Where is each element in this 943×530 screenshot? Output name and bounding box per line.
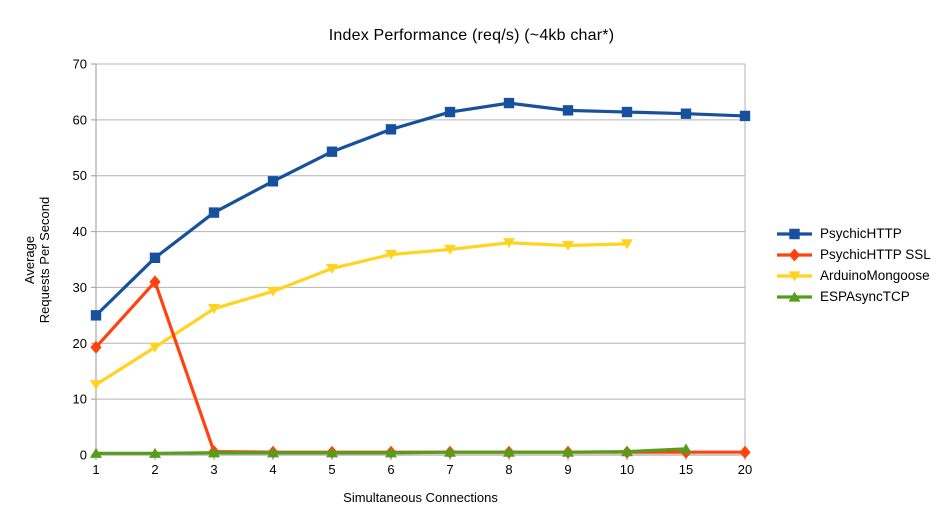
x-tick-label-7: 7 — [446, 462, 453, 477]
y-tick-label-30: 30 — [73, 280, 87, 295]
triangle-down-marker-arduinomongoose-x4 — [267, 286, 279, 297]
triangle-up-marker-espasynctcp-x10 — [621, 446, 633, 457]
legend-label-psychichttp-ssl: PsychicHTTP SSL — [820, 247, 931, 262]
x-tick-label-3: 3 — [210, 462, 217, 477]
diamond-marker-icon — [777, 248, 812, 261]
x-tick-label-8: 8 — [505, 462, 512, 477]
y-tick-label-20: 20 — [73, 336, 87, 351]
square-marker-psychichttp-x20 — [739, 110, 751, 122]
square-marker-psychichttp-x3 — [208, 207, 220, 218]
triangle-down-marker-arduinomongoose-x2 — [149, 342, 161, 353]
triangle-down-marker-arduinomongoose-x3 — [208, 304, 220, 315]
series-line-psychichttp — [94, 101, 746, 317]
legend-item-psychichttp: PsychicHTTP — [776, 223, 931, 244]
triangle-down-marker-arduinomongoose-x5 — [326, 263, 338, 274]
square-marker-psychichttp-x1 — [90, 310, 102, 321]
y-axis-title: Average Requests Per Second — [22, 197, 52, 323]
triangle-up-marker-icon — [777, 291, 812, 302]
square-marker-icon — [777, 228, 812, 239]
x-tick-label-5: 5 — [328, 462, 335, 477]
square-marker-psychichttp-x9 — [562, 105, 574, 116]
x-tick-label-2: 2 — [151, 462, 158, 477]
x-tick-label-4: 4 — [269, 462, 276, 477]
legend-label-espasynctcp: ESPAsyncTCP — [820, 289, 910, 304]
triangle-up-marker-espasynctcp-x15 — [680, 443, 692, 454]
series-line-psychichttp-ssl — [94, 280, 745, 454]
diamond-marker-psychichttp-ssl-x20 — [739, 445, 751, 459]
chart-legend: PsychicHTTP PsychicHTTP SSL ArduinoMongoos… — [776, 223, 931, 307]
y-tick-label-50: 50 — [73, 168, 87, 183]
triangle-up-marker-espasynctcp-x3 — [208, 447, 220, 458]
y-tick-label-70: 70 — [73, 57, 87, 72]
triangle-down-marker-icon — [777, 270, 812, 281]
square-marker-psychichttp-x8 — [503, 97, 515, 109]
legend-item-psychichttp-ssl: PsychicHTTP SSL — [776, 244, 931, 265]
series-line-arduinomongoose — [95, 241, 628, 386]
chart-title: Index Performance (req/s) (~4kb char*) — [328, 27, 615, 44]
square-marker-psychichttp-x10 — [621, 106, 633, 118]
triangle-up-marker-espasynctcp-x1 — [90, 447, 102, 458]
y-tick-label-10: 10 — [73, 392, 87, 407]
triangle-down-marker-arduinomongoose-x9 — [562, 240, 574, 251]
square-marker-psychichttp-x7 — [444, 106, 456, 118]
legend-item-arduinomongoose: ArduinoMongoose — [776, 265, 931, 286]
triangle-down-marker-arduinomongoose-x8 — [503, 238, 515, 249]
y-axis-title-line2: Requests Per Second — [37, 196, 52, 324]
triangle-up-marker-espasynctcp-x7 — [444, 446, 456, 457]
square-marker-psychichttp-x15 — [680, 108, 692, 119]
triangle-up-marker-espasynctcp-x2 — [149, 447, 161, 458]
triangle-up-marker-espasynctcp-x5 — [326, 447, 338, 458]
x-axis-title: Simultaneous Connections — [343, 490, 498, 505]
square-marker-psychichttp-x2 — [149, 252, 161, 264]
x-tick-label-20: 20 — [738, 462, 752, 477]
x-tick-label-6: 6 — [387, 462, 394, 477]
square-marker-psychichttp-x6 — [385, 124, 397, 135]
triangle-up-marker-espasynctcp-x6 — [385, 447, 397, 458]
diamond-marker-psychichttp-ssl-x1 — [90, 340, 102, 354]
square-marker-psychichttp-x5 — [326, 146, 338, 157]
legend-item-espasynctcp: ESPAsyncTCP — [776, 286, 931, 307]
legend-label-psychichttp: PsychicHTTP — [820, 226, 902, 241]
y-axis-title-line1: Average — [22, 235, 37, 285]
triangle-down-marker-arduinomongoose-x10 — [621, 239, 633, 250]
triangle-down-marker-arduinomongoose-x1 — [90, 380, 102, 391]
triangle-down-marker-arduinomongoose-x6 — [385, 249, 397, 260]
triangle-down-marker-arduinomongoose-x7 — [444, 244, 456, 255]
x-tick-label-1: 1 — [92, 462, 99, 477]
y-tick-label-0: 0 — [80, 448, 87, 463]
triangle-up-marker-espasynctcp-x4 — [267, 447, 279, 458]
legend-label-arduinomongoose: ArduinoMongoose — [820, 268, 930, 283]
square-marker-psychichttp-x4 — [267, 176, 279, 187]
triangle-up-marker-espasynctcp-x9 — [562, 446, 574, 457]
diamond-marker-psychichttp-ssl-x2 — [149, 275, 161, 289]
x-tick-label-15: 15 — [679, 462, 693, 477]
y-tick-label-60: 60 — [73, 112, 87, 127]
y-tick-label-40: 40 — [73, 224, 87, 239]
x-tick-label-10: 10 — [620, 462, 634, 477]
triangle-up-marker-espasynctcp-x8 — [503, 446, 515, 457]
x-tick-label-9: 9 — [564, 462, 571, 477]
